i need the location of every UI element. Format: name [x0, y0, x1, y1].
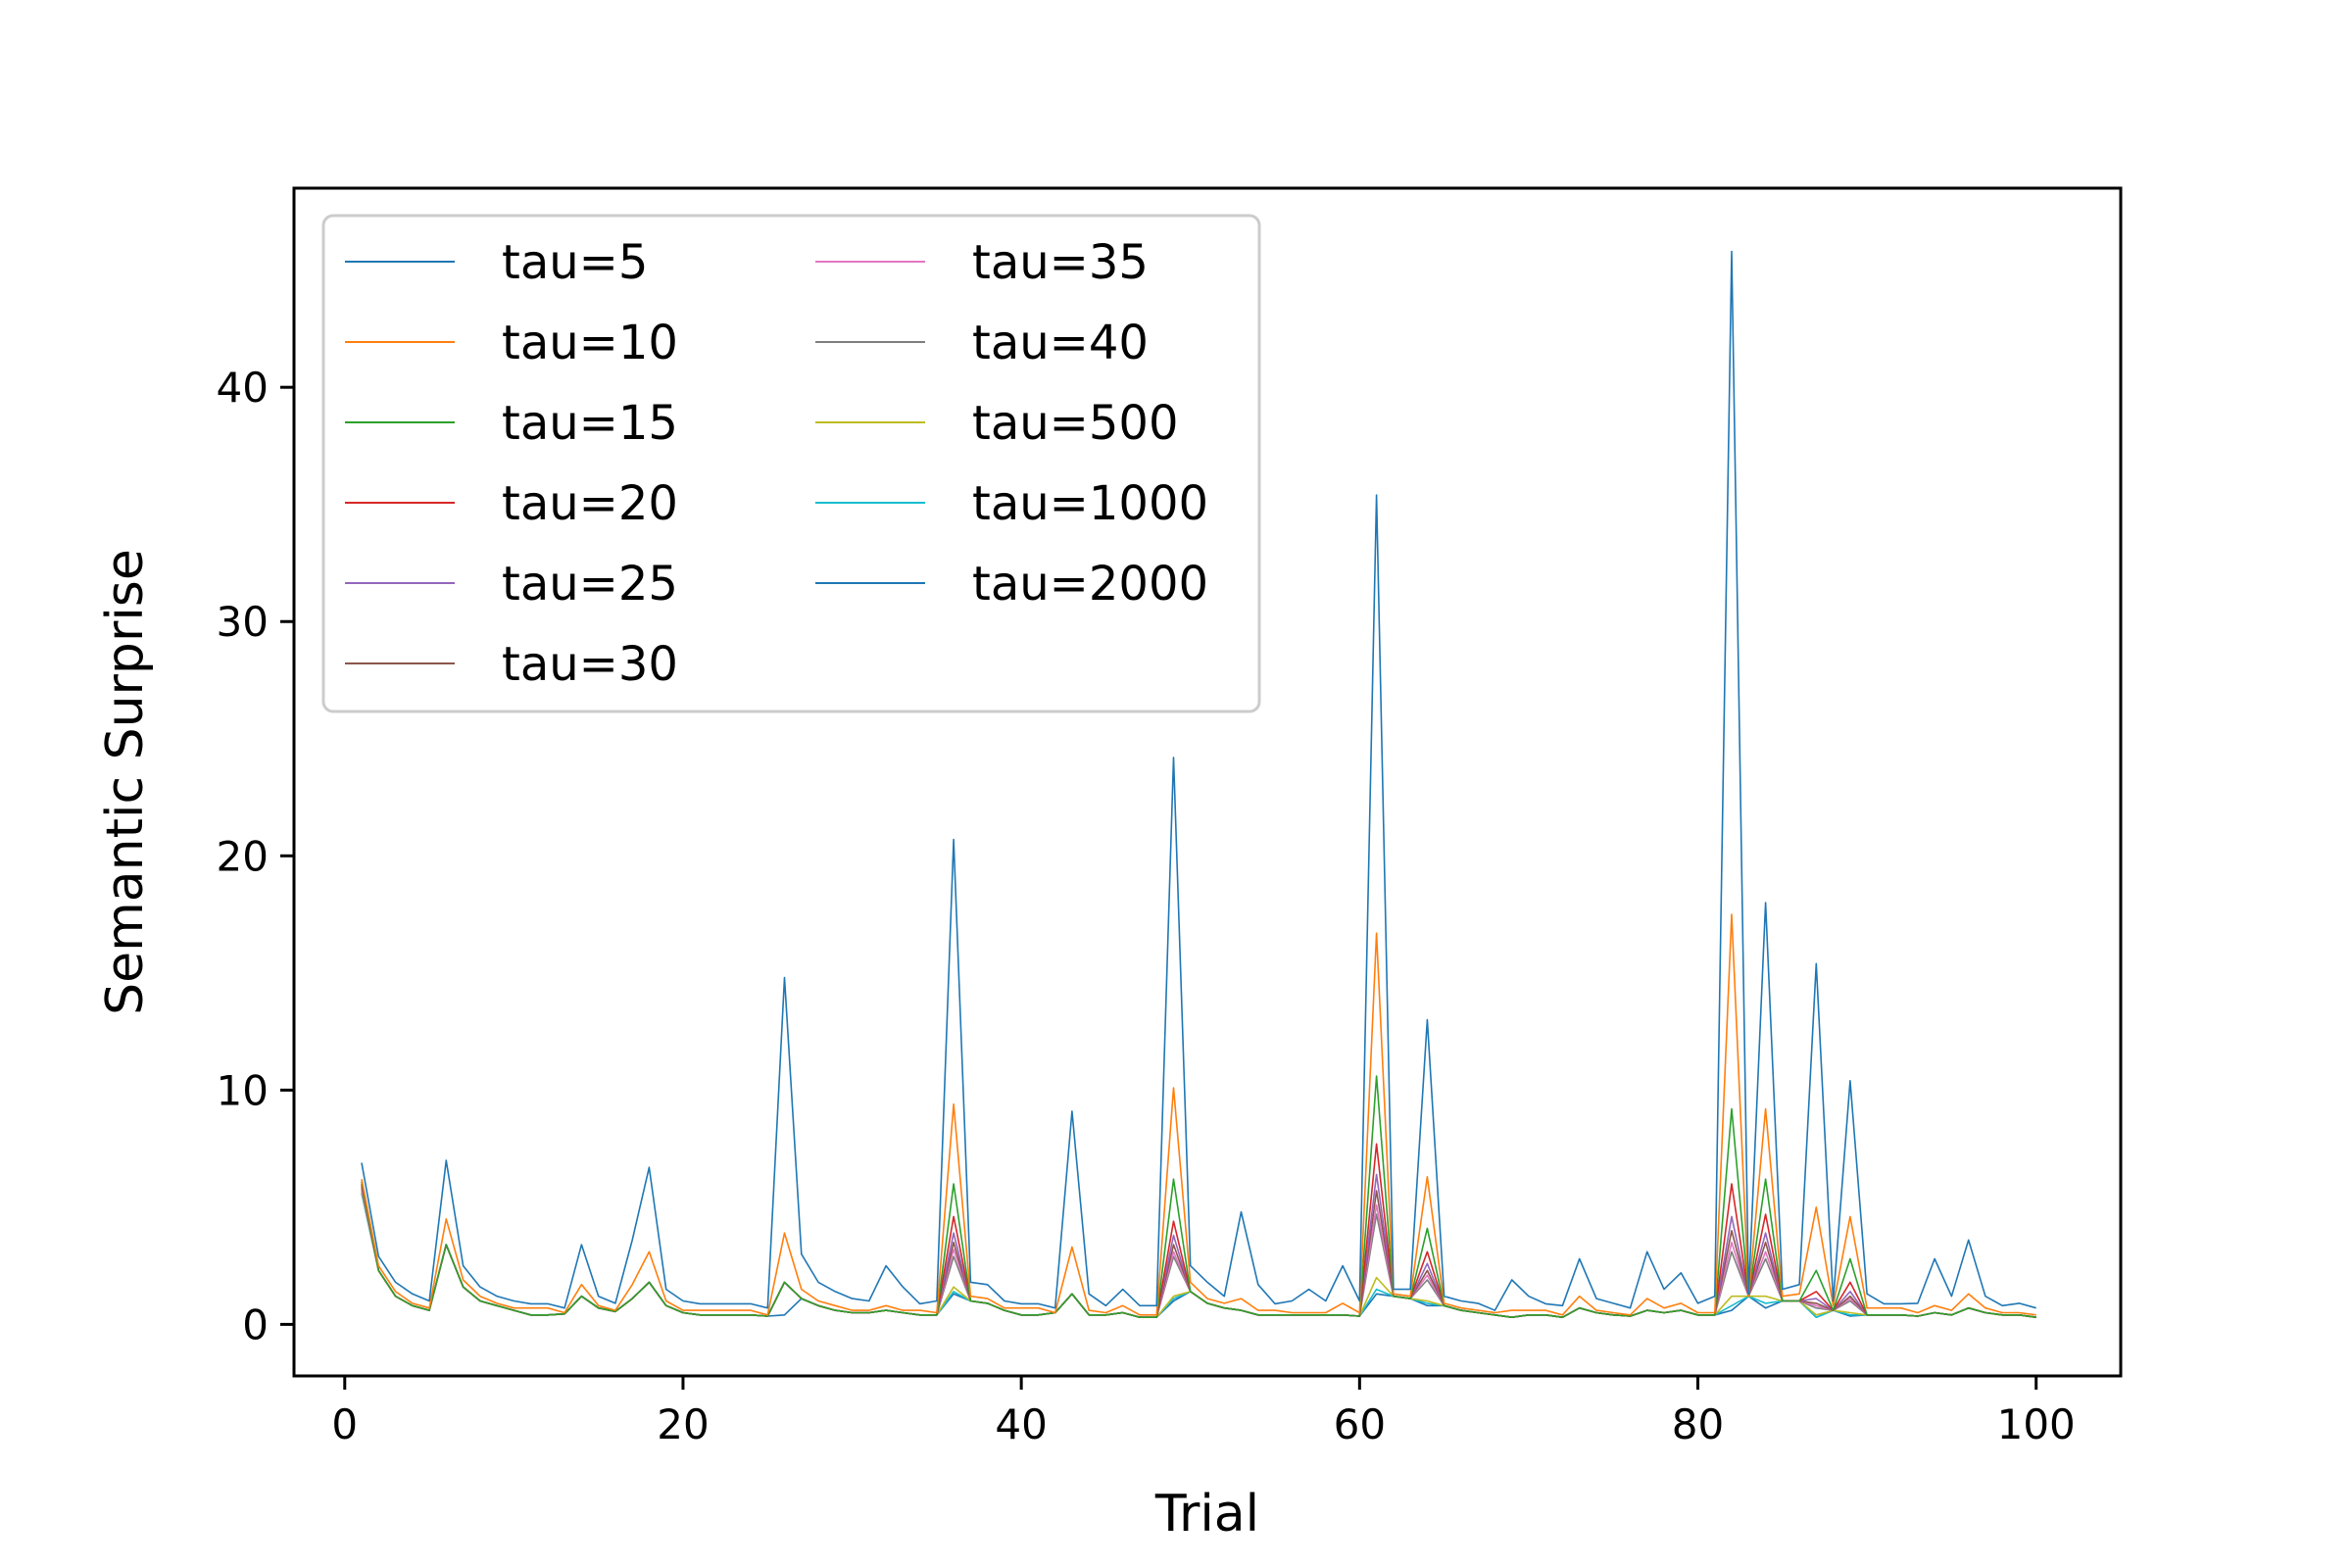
legend-label: tau=10 [502, 316, 678, 370]
series-line-tau-2000 [361, 1193, 2036, 1318]
legend-label: tau=2000 [972, 557, 1208, 612]
series-line-tau-10 [361, 913, 2036, 1316]
series-line-tau-15 [361, 1075, 2036, 1318]
series-layer [361, 250, 2036, 1318]
legend-label: tau=40 [972, 316, 1149, 370]
x-tick-label: 100 [1997, 1400, 2076, 1448]
x-tick-label: 60 [1334, 1400, 1386, 1448]
x-tick-label: 0 [331, 1400, 358, 1448]
y-tick-label: 30 [217, 598, 269, 646]
legend: tau=5 tau=10 tau=15 tau=20 tau=25 tau=30 tau=3… [321, 214, 1261, 713]
x-tick-label: 40 [995, 1400, 1047, 1448]
legend-label: tau=5 [502, 235, 648, 290]
x-tick-label: 80 [1672, 1400, 1724, 1448]
x-tick-label: 20 [657, 1400, 709, 1448]
legend-items: tau=5 tau=10 tau=15 tau=20 tau=25 tau=30 tau=3… [345, 235, 1208, 692]
x-axis-title: Trial [1154, 1485, 1259, 1544]
y-tick-label: 0 [242, 1300, 269, 1348]
legend-label: tau=35 [972, 235, 1149, 290]
legend-label: tau=15 [502, 396, 678, 451]
legend-label: tau=500 [972, 396, 1179, 451]
plot-frame [292, 186, 2123, 1378]
series-line-tau-1000 [361, 1193, 2036, 1318]
legend-label: tau=30 [502, 637, 678, 692]
legend-box [321, 214, 1261, 713]
legend-label: tau=25 [502, 557, 678, 612]
legend-label: tau=1000 [972, 476, 1208, 531]
y-axis-title: Semantic Surprise [96, 549, 155, 1015]
y-tick-label: 40 [217, 364, 269, 412]
y-tick-label: 20 [217, 832, 269, 880]
series-line-tau-5 [361, 250, 2036, 1311]
legend-label: tau=20 [502, 476, 678, 531]
y-tick-label: 10 [217, 1066, 269, 1114]
x-axis: 0 20 40 60 80 100 [331, 1376, 2076, 1448]
y-axis: 0 10 20 30 40 [217, 364, 294, 1348]
